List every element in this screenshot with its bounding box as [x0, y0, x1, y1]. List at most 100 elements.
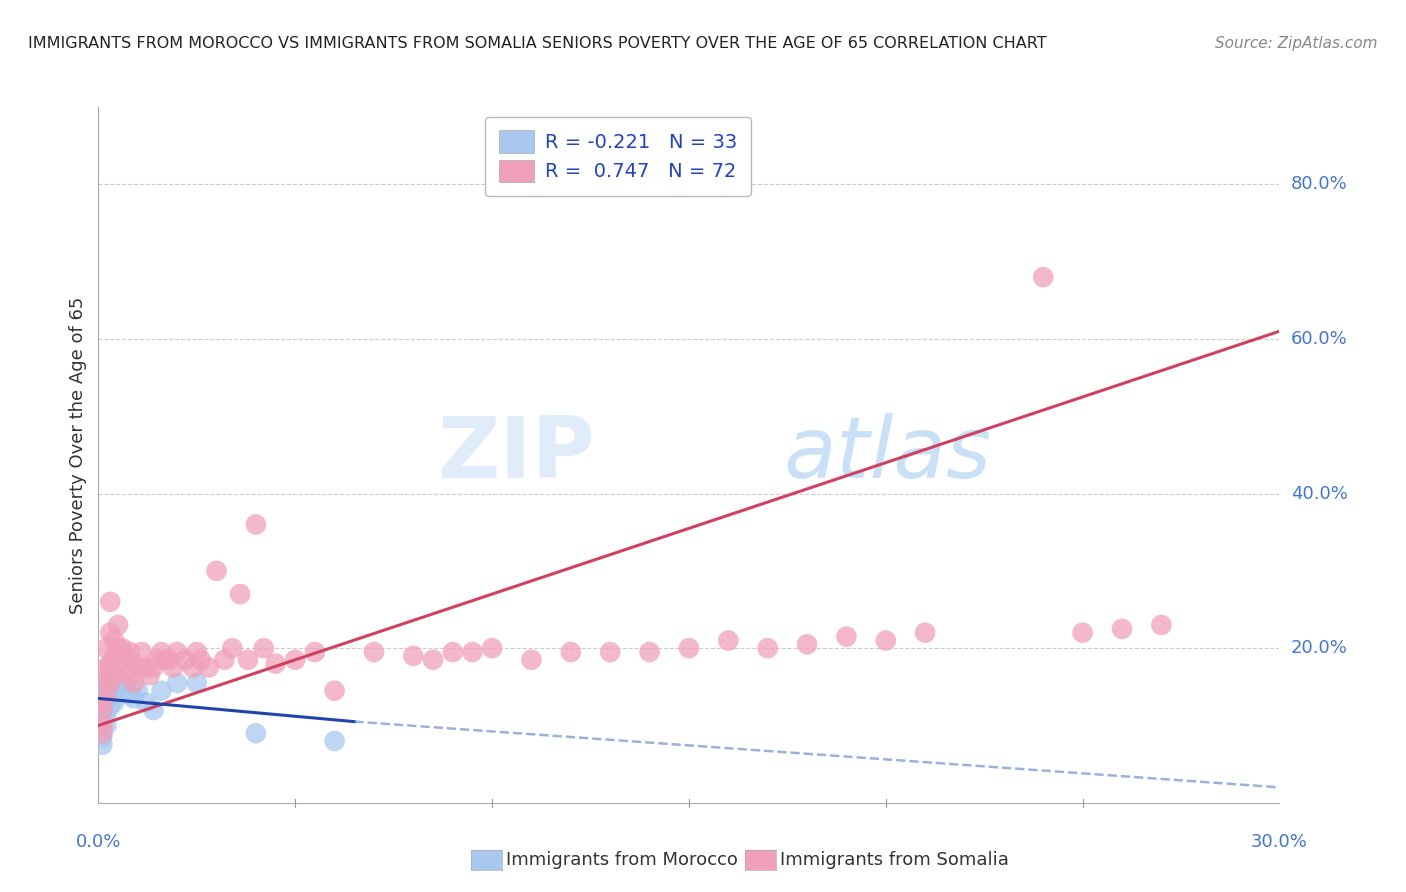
- Point: [127, 683, 149, 698]
- Point: [181, 660, 204, 674]
- Point: [96, 672, 118, 686]
- Point: [96, 695, 118, 709]
- Point: [186, 645, 208, 659]
- Point: [98, 625, 121, 640]
- Point: [197, 660, 219, 674]
- Point: [91, 691, 114, 706]
- Point: [245, 726, 267, 740]
- Point: [122, 691, 145, 706]
- Point: [135, 660, 157, 674]
- Point: [520, 653, 543, 667]
- Text: 80.0%: 80.0%: [1291, 176, 1347, 194]
- Point: [402, 648, 425, 663]
- Point: [107, 672, 129, 686]
- Point: [150, 683, 173, 698]
- Point: [205, 564, 228, 578]
- Point: [98, 657, 121, 671]
- Point: [111, 660, 134, 674]
- Point: [91, 738, 114, 752]
- Point: [875, 633, 897, 648]
- Point: [166, 676, 188, 690]
- Point: [221, 641, 243, 656]
- Legend: R = -0.221   N = 33, R =  0.747   N = 72: R = -0.221 N = 33, R = 0.747 N = 72: [485, 117, 751, 195]
- Point: [96, 718, 118, 732]
- Text: 40.0%: 40.0%: [1291, 484, 1347, 502]
- Point: [138, 668, 160, 682]
- Text: 30.0%: 30.0%: [1251, 833, 1308, 851]
- Point: [253, 641, 276, 656]
- Point: [98, 676, 121, 690]
- Point: [98, 595, 121, 609]
- Text: ZIP: ZIP: [437, 413, 595, 497]
- Text: Immigrants from Somalia: Immigrants from Somalia: [780, 851, 1010, 869]
- Point: [162, 660, 184, 674]
- Point: [323, 683, 346, 698]
- Point: [122, 657, 145, 671]
- Point: [756, 641, 779, 656]
- Point: [96, 688, 118, 702]
- Point: [796, 637, 818, 651]
- Text: atlas: atlas: [783, 413, 991, 497]
- Text: IMMIGRANTS FROM MOROCCO VS IMMIGRANTS FROM SOMALIA SENIORS POVERTY OVER THE AGE : IMMIGRANTS FROM MOROCCO VS IMMIGRANTS FR…: [28, 36, 1046, 51]
- Point: [115, 680, 138, 694]
- Point: [166, 645, 188, 659]
- Point: [914, 625, 936, 640]
- Point: [96, 660, 118, 674]
- Point: [190, 653, 212, 667]
- Point: [122, 676, 145, 690]
- Point: [1111, 622, 1133, 636]
- Point: [481, 641, 503, 656]
- Point: [678, 641, 700, 656]
- Point: [284, 653, 307, 667]
- Point: [107, 618, 129, 632]
- Point: [118, 645, 141, 659]
- Point: [91, 706, 114, 721]
- Text: 60.0%: 60.0%: [1291, 330, 1347, 348]
- Point: [115, 653, 138, 667]
- Point: [1032, 270, 1054, 285]
- Text: Immigrants from Morocco: Immigrants from Morocco: [506, 851, 738, 869]
- Point: [96, 683, 118, 698]
- Point: [127, 660, 149, 674]
- Point: [174, 653, 197, 667]
- Point: [91, 699, 114, 714]
- Point: [186, 676, 208, 690]
- Point: [107, 641, 129, 656]
- Point: [1150, 618, 1173, 632]
- Point: [717, 633, 740, 648]
- Point: [142, 660, 165, 674]
- Point: [103, 633, 125, 648]
- Point: [91, 723, 114, 737]
- Point: [118, 688, 141, 702]
- Point: [91, 726, 114, 740]
- Point: [422, 653, 444, 667]
- Point: [91, 695, 114, 709]
- Point: [323, 734, 346, 748]
- Point: [155, 653, 177, 667]
- Point: [157, 653, 180, 667]
- Text: 0.0%: 0.0%: [76, 833, 121, 851]
- Point: [638, 645, 661, 659]
- Point: [131, 645, 153, 659]
- Point: [103, 668, 125, 682]
- Point: [98, 699, 121, 714]
- Point: [103, 648, 125, 663]
- Point: [111, 641, 134, 656]
- Point: [91, 703, 114, 717]
- Point: [363, 645, 385, 659]
- Point: [103, 695, 125, 709]
- Point: [835, 630, 858, 644]
- Point: [599, 645, 621, 659]
- Point: [91, 714, 114, 729]
- Point: [135, 695, 157, 709]
- Point: [441, 645, 464, 659]
- Point: [560, 645, 582, 659]
- Point: [98, 676, 121, 690]
- Point: [304, 645, 326, 659]
- Point: [461, 645, 484, 659]
- Point: [236, 653, 259, 667]
- Point: [96, 706, 118, 721]
- Point: [146, 653, 169, 667]
- Point: [245, 517, 267, 532]
- Y-axis label: Seniors Poverty Over the Age of 65: Seniors Poverty Over the Age of 65: [69, 296, 87, 614]
